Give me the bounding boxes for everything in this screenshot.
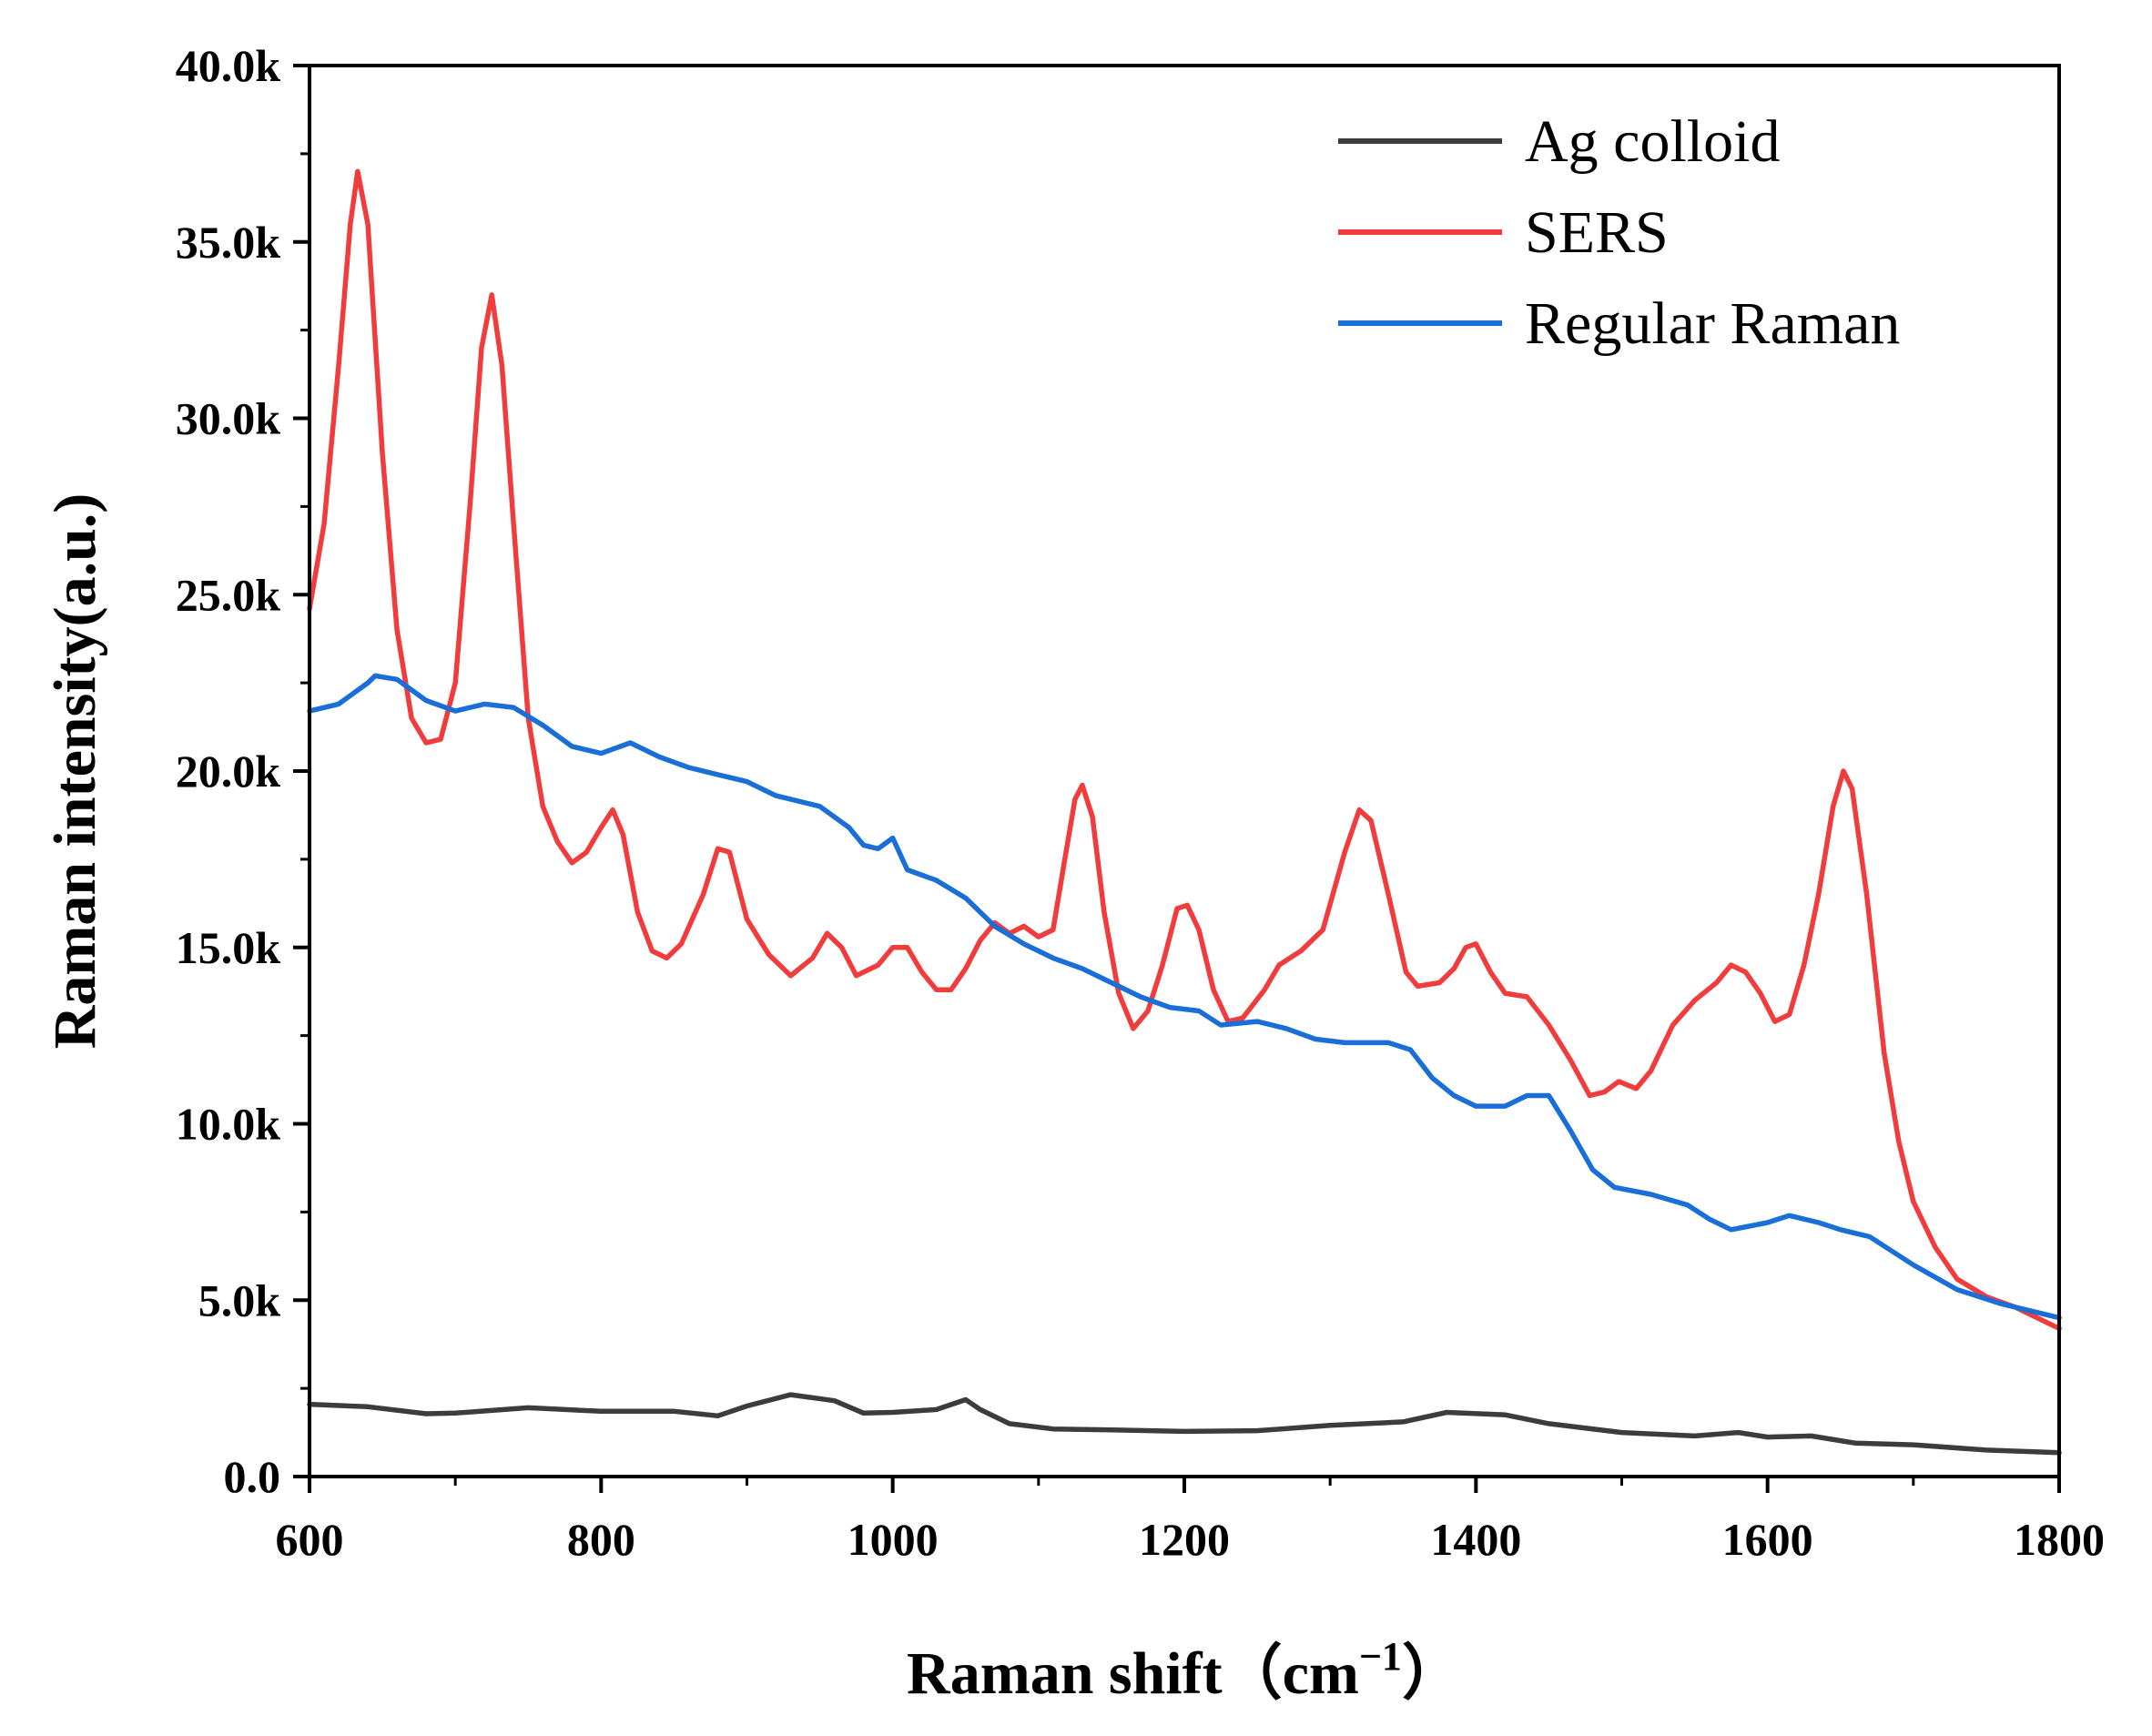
series-line-sers — [307, 168, 2062, 1332]
x-tick-label: 800 — [567, 1514, 635, 1565]
legend-item: Ag colloid — [1338, 108, 1780, 175]
x-tick-label: 1400 — [1430, 1514, 1521, 1565]
x-axis-title-main: Raman shift（cm — [907, 1640, 1359, 1707]
y-tick-label: 30.0k — [176, 393, 281, 444]
y-tick-label: 25.0k — [176, 569, 281, 620]
x-axis-title-sup: −1 — [1359, 1634, 1402, 1679]
legend-label: Regular Raman — [1525, 290, 1900, 357]
y-tick-label: 15.0k — [176, 922, 281, 973]
y-tick-label: 40.0k — [176, 40, 281, 91]
x-tick-label: 1800 — [2014, 1514, 2105, 1565]
x-tick-label: 600 — [276, 1514, 344, 1565]
legend: Ag colloid SERS Regular Raman — [1338, 108, 1900, 357]
x-tick-label: 1000 — [848, 1514, 939, 1565]
legend-item: SERS — [1338, 199, 1669, 266]
x-axis-title: Raman shift（cm−1） — [907, 1634, 1462, 1707]
y-tick-label: 35.0k — [176, 217, 281, 268]
series-line-regular-raman — [307, 673, 2062, 1321]
legend-label: Ag colloid — [1525, 108, 1780, 175]
x-tick-label: 1200 — [1139, 1514, 1230, 1565]
y-tick-label: 10.0k — [176, 1099, 281, 1150]
series-layer — [307, 168, 2062, 1456]
y-tick-label: 20.0k — [176, 746, 281, 797]
legend-item: Regular Raman — [1338, 290, 1900, 357]
legend-label: SERS — [1525, 199, 1669, 266]
y-tick-label: 0.0 — [224, 1451, 281, 1502]
x-axis-title-close: ） — [1402, 1640, 1462, 1707]
ticks-layer: 600 800 1000 1200 1400 1600 1800 0.0 5.0k 10.0k 15… — [176, 40, 2105, 1565]
x-tick-label: 1600 — [1722, 1514, 1813, 1565]
y-axis-title: Raman intensity(a.u.) — [42, 493, 108, 1050]
y-tick-label: 5.0k — [198, 1274, 281, 1325]
series-line-ag-colloid — [307, 1392, 2062, 1456]
